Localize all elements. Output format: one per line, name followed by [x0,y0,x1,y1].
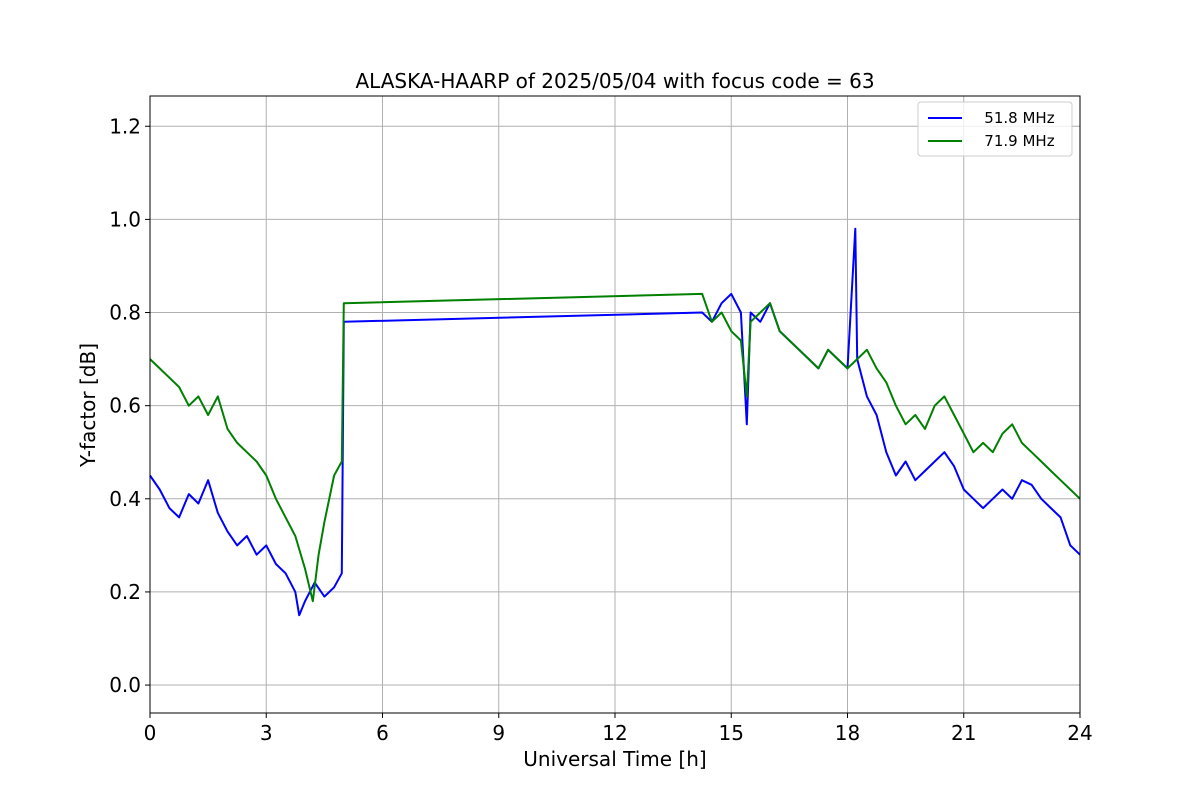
y-tick-label: 0.4 [109,487,141,511]
y-tick-label: 0.6 [109,394,141,418]
x-axis-ticks: 0 3 6 9 12 15 18 21 24 [144,713,1093,745]
legend: 51.8 MHz 71.9 MHz [917,101,1073,157]
y-tick-label: 0.2 [109,580,141,604]
x-tick-label: 24 [1067,721,1092,745]
y-axis-label: Y-factor [dB] [76,343,100,468]
y-axis-ticks: 0.0 0.2 0.4 0.6 0.8 1.0 1.2 [109,114,150,697]
x-tick-label: 21 [951,721,976,745]
x-tick-label: 6 [376,721,389,745]
x-tick-label: 15 [719,721,744,745]
x-tick-label: 12 [602,721,627,745]
x-tick-label: 0 [144,721,157,745]
x-axis-label: Universal Time [h] [523,747,706,771]
legend-label-71-9-mhz: 71.9 MHz [970,132,1055,150]
x-tick-label: 3 [260,721,273,745]
series-layer [149,227,1081,617]
legend-box [917,101,1073,157]
y-tick-label: 0.8 [109,301,141,325]
x-tick-label: 18 [835,721,860,745]
y-tick-label: 0.0 [109,673,141,697]
chart-title: ALASKA-HAARP of 2025/05/04 with focus co… [355,69,874,93]
y-tick-label: 1.0 [109,207,141,231]
legend-label-51-8-mhz: 51.8 MHz [970,109,1055,127]
series-line-1 [149,292,1081,603]
y-tick-label: 1.2 [109,114,141,138]
x-tick-label: 9 [492,721,505,745]
